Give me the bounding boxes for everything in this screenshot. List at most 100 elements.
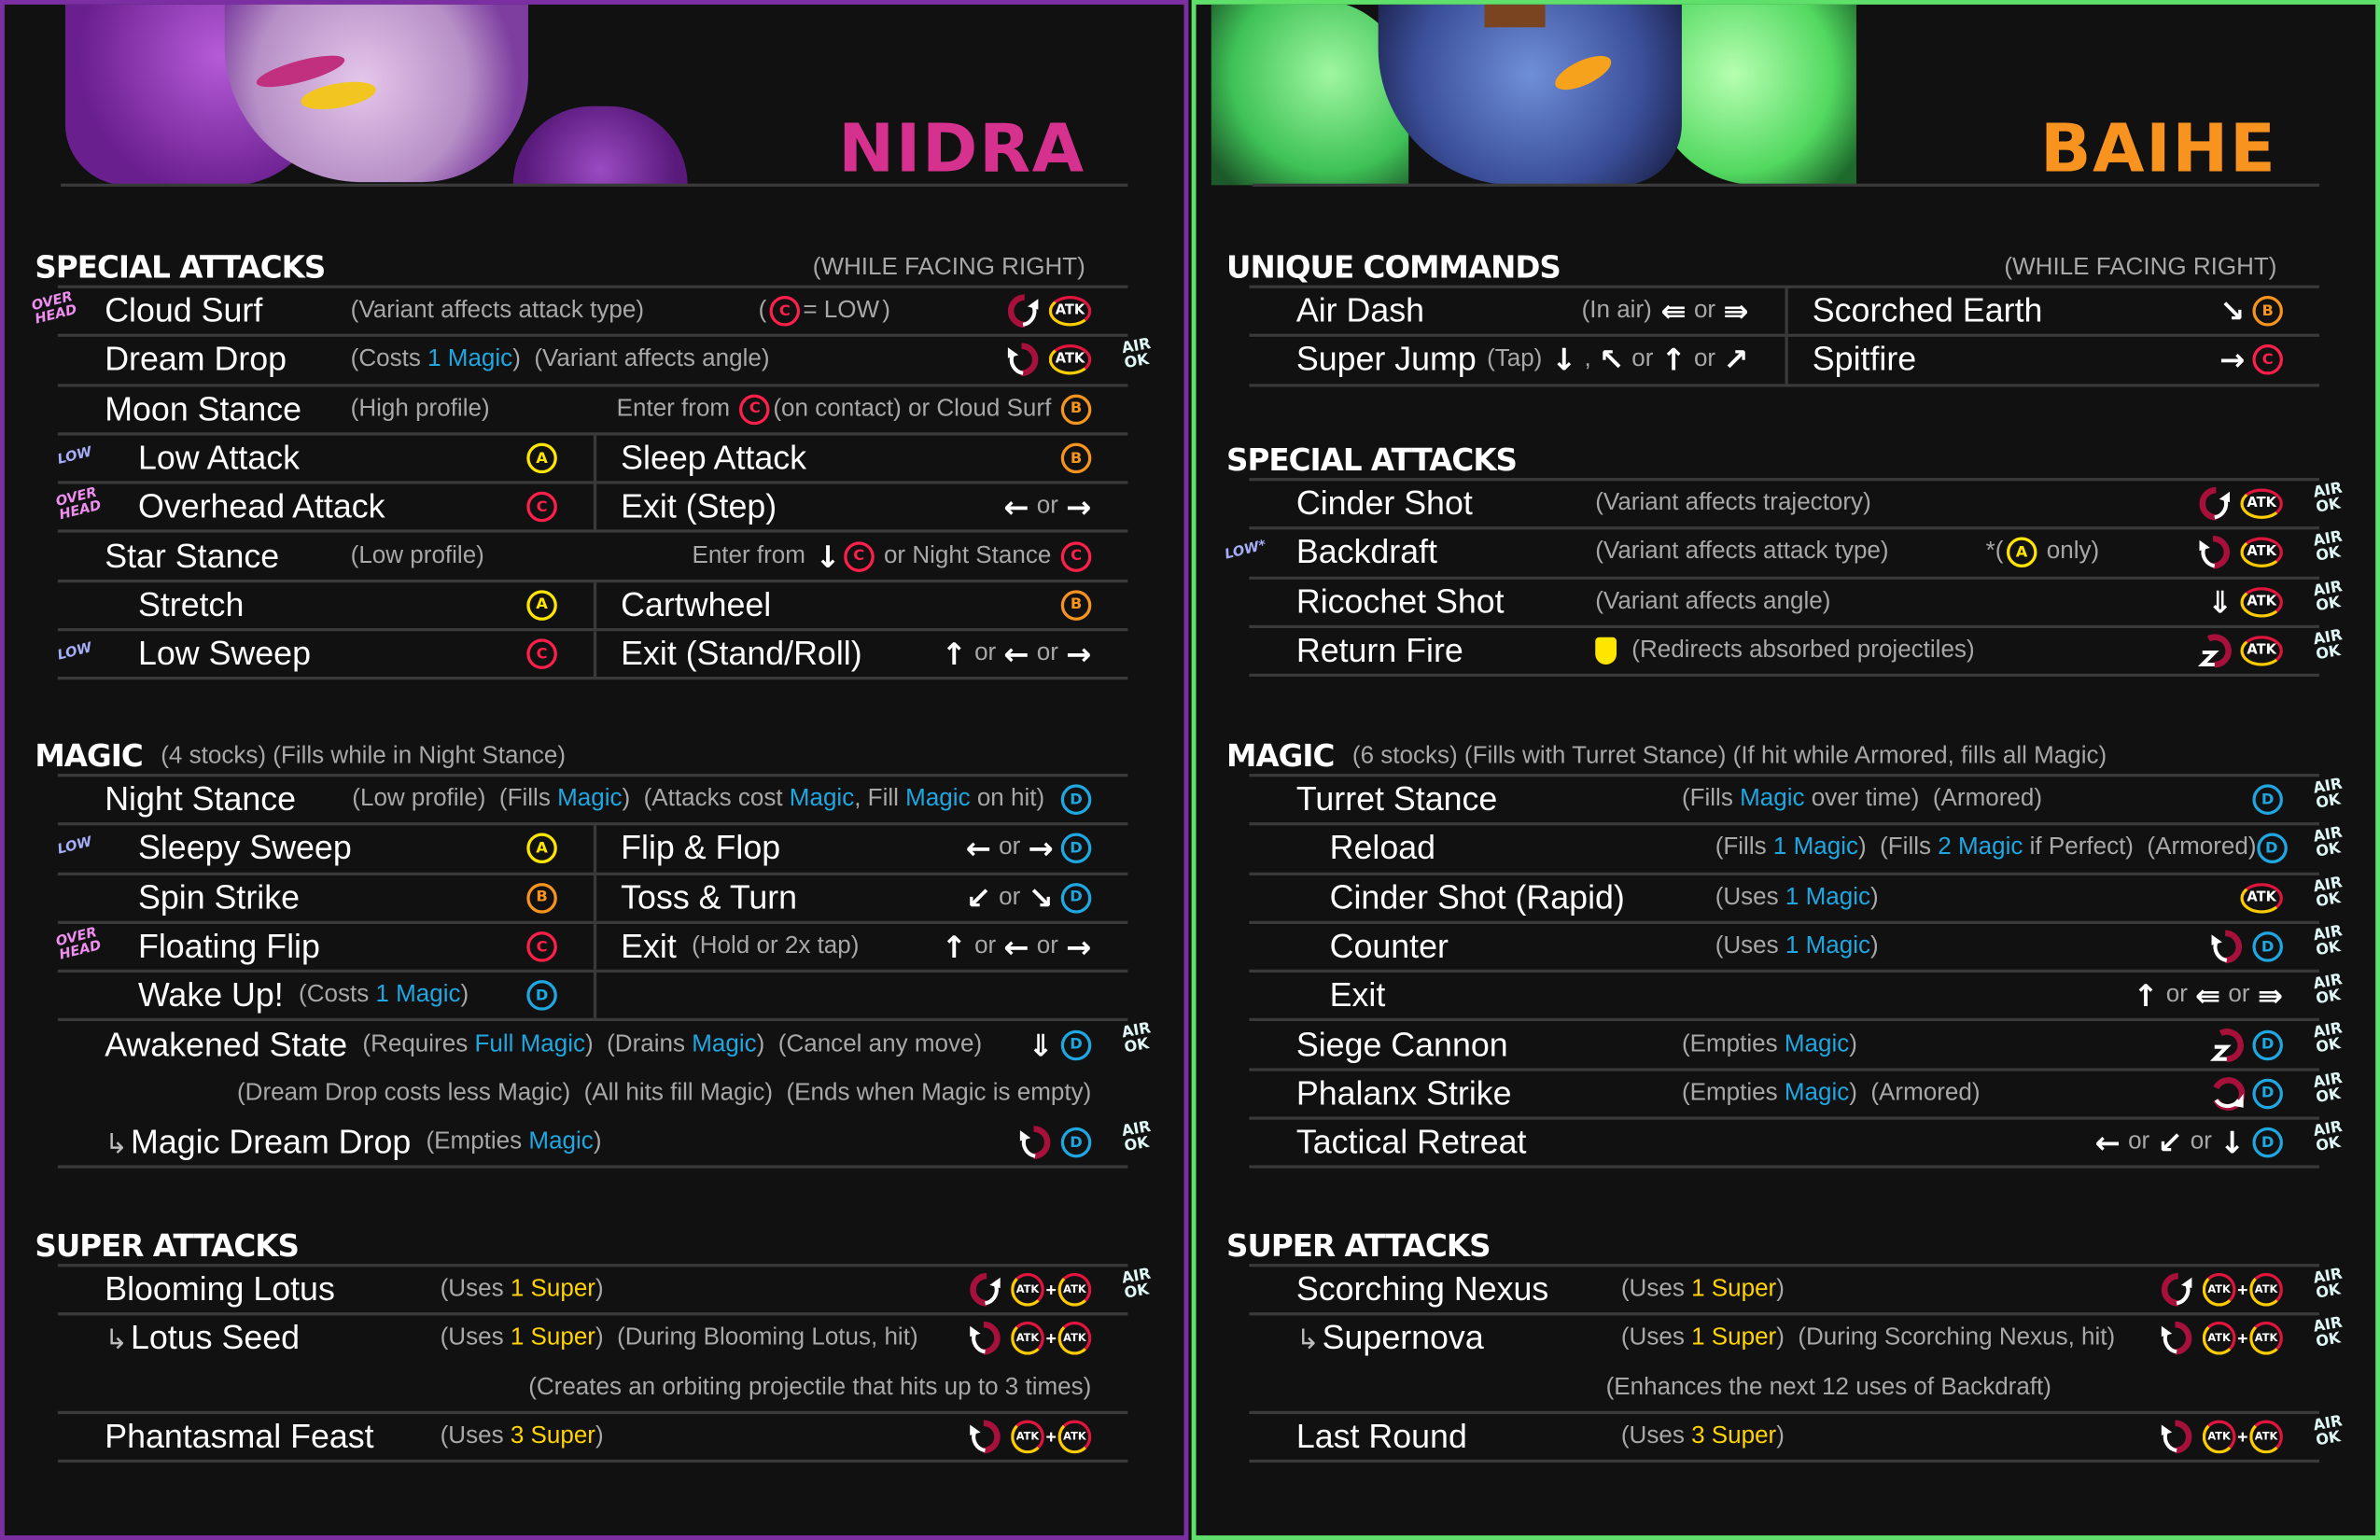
atk-icon: ATK <box>2240 488 2283 520</box>
move-row[interactable]: OVER HEAD Floating Flip C Exit (Hold or 2x t… <box>55 923 1128 973</box>
move-row[interactable]: Counter (Uses 1 Magic) D AIR OK <box>1249 923 2344 973</box>
move-cell-left[interactable]: Air Dash (In air) ⇚ or ⇛ <box>1249 287 1788 335</box>
move-row[interactable]: Scorching Nexus (Uses 1 Super) ATK + ATK AIR … <box>1249 1267 2344 1316</box>
description-segment: (Redirects absorbed projectiles) <box>1631 637 1975 664</box>
command-inputs: ATK <box>2196 535 2283 571</box>
character-name: NIDRA <box>838 110 1085 189</box>
quarter-circle-back-icon <box>1005 342 1042 378</box>
command-inputs: ATK <box>1005 342 1092 378</box>
move-name: Ricochet Shot <box>1296 582 1580 622</box>
move-row[interactable]: LOW* Backdraft (Variant affects attack typ… <box>1224 529 2344 580</box>
shield-icon <box>1595 637 1617 665</box>
input-text: or <box>2165 982 2188 1008</box>
move-row[interactable]: ↳ Magic Dream Drop (Empties Magic) D AIR OK <box>57 1119 1152 1169</box>
move-description: (Uses 3 Super) <box>1621 1423 1785 1450</box>
move-row[interactable]: LOW Low Sweep C Exit (Stand/Roll) ↑ or ← or → <box>56 631 1128 680</box>
move-row[interactable]: Cinder Shot (Rapid) (Uses 1 Magic) ATK AIR … <box>1249 875 2344 924</box>
description-segment: ) (Variant affects angle) <box>512 346 770 372</box>
move-name-text: Magic Dream Drop <box>131 1123 412 1161</box>
move-row[interactable]: Tactical Retreat ← or ↙ or ↓ D AIR OK <box>1249 1119 2344 1169</box>
move-row[interactable]: ↳ Supernova (Uses 1 Super) (During Scorchi… <box>1249 1315 2344 1365</box>
move-cell-right[interactable]: Exit (Stand/Roll) ↑ or ← or → <box>596 631 1127 677</box>
move-cell-left[interactable]: Wake Up! (Costs 1 Magic) D <box>58 973 597 1019</box>
quarter-circle-back-icon <box>2159 1321 2195 1357</box>
double-arrow-right-icon: ⇛ <box>1723 292 1749 329</box>
move-row[interactable]: Night Stance (Low profile) (Fills Magic) … <box>57 777 1128 826</box>
move-name-text: Exit (Stand/Roll) <box>621 634 862 673</box>
nidra-portrait <box>58 4 695 186</box>
move-cell-right[interactable]: Toss & Turn ↙ or ↘ D <box>596 875 1127 920</box>
move-cell-right[interactable]: Exit (Hold or 2x tap) ↑ or ← or → <box>596 924 1127 970</box>
double-arrow-left-icon: ⇚ <box>2195 977 2221 1015</box>
move-condition: Enter from ↓ C or Night Stance C <box>692 540 1092 572</box>
move-row[interactable]: Cinder Shot (Variant affects trajectory) A… <box>1249 481 2344 530</box>
arrow-up-right-icon: ↗ <box>1723 342 1749 379</box>
move-row[interactable]: Siege Cannon (Empties Magic) D AIR OK <box>1249 1021 2344 1071</box>
description-segment: ) <box>1776 1422 1785 1449</box>
move-row[interactable]: Turret Stance (Fills Magic over time) (Ar… <box>1249 776 2344 826</box>
description-segment: ) (Attacks cost <box>622 786 790 812</box>
move-row[interactable]: Dream Drop (Costs 1 Magic) (Variant affec… <box>57 337 1152 386</box>
move-cell-left[interactable]: OVER HEAD Floating Flip C <box>55 923 597 971</box>
move-name: Exit <box>1296 976 1701 1015</box>
move-row[interactable]: Return Fire (Redirects absorbed projectil… <box>1249 627 2344 678</box>
move-cell-left[interactable]: LOW Sleepy Sweep A <box>56 825 597 873</box>
move-row[interactable]: Air Dash (In air) ⇚ or ⇛ Scorched Earth ↘ B <box>1249 287 2319 338</box>
move-name: Cinder Shot <box>1296 484 1580 524</box>
move-cell-right[interactable]: Exit (Step) ← or → <box>596 484 1127 530</box>
move-row[interactable]: Moon Stance (High profile) Enter from C (on… <box>57 386 1128 436</box>
move-row[interactable]: OVER HEAD Overhead Attack C Exit (Step) ← or → <box>55 483 1128 534</box>
arrow-down-icon: ↓ <box>2219 1124 2246 1161</box>
move-name: Toss & Turn <box>621 878 797 917</box>
move-row[interactable]: Phantasmal Feast (Uses 3 Super) ATK + ATK <box>57 1414 1128 1463</box>
super-highlight: 1 Super <box>510 1324 595 1351</box>
move-row[interactable]: ↳ Lotus Seed (Uses 1 Super) (During Bloomi… <box>58 1316 1128 1365</box>
move-cell-right[interactable]: Flip & Flop ← or → D <box>596 826 1127 872</box>
move-cell-right[interactable] <box>596 973 1127 1018</box>
condition-text: ( <box>758 297 767 324</box>
move-row[interactable]: Super Jump (Tap) ↓, ↖ or ↑ or ↗ Spitfire → C <box>1249 337 2319 386</box>
move-cell-left[interactable]: Stretch A <box>58 581 597 629</box>
button-c-icon: C <box>843 540 875 572</box>
move-row[interactable]: Ricochet Shot (Variant affects angle) ⇓ ATK… <box>1249 579 2344 628</box>
description-segment: (Variant affects trajectory) <box>1595 490 1871 516</box>
move-name-text: Cloud Surf <box>105 291 263 329</box>
move-cell-left[interactable]: Super Jump (Tap) ↓, ↖ or ↑ or ↗ <box>1249 337 1788 384</box>
move-row[interactable]: OVER HEAD Cloud Surf (Variant affects atta… <box>31 288 1128 338</box>
move-row[interactable]: Last Round (Uses 3 Super) ATK + ATK AIR OK <box>1249 1413 2344 1463</box>
move-cell-left[interactable]: OVER HEAD Overhead Attack C <box>55 483 597 531</box>
condition-text: = LOW <box>803 297 880 324</box>
move-note-row: (Enhances the next 12 uses of Backdraft) <box>1249 1365 2319 1414</box>
move-row[interactable]: Phalanx Strike (Empties Magic) (Armored) D… <box>1249 1071 2344 1120</box>
move-cell-right[interactable]: Sleep Attack B <box>596 435 1127 481</box>
magic-highlight: Magic <box>905 786 971 812</box>
atk-icon: ATK <box>2240 882 2283 914</box>
move-row[interactable]: Star Stance (Low profile) Enter from ↓ C or… <box>57 533 1128 582</box>
arrow-right-icon: → <box>1066 488 1092 525</box>
move-cell-right[interactable]: Spitfire → C <box>1788 337 2319 383</box>
move-cell-right[interactable]: Cartwheel B <box>596 582 1127 628</box>
move-row[interactable]: LOW Low Attack A Sleep Attack B <box>56 435 1128 484</box>
move-row[interactable]: Exit ↑ or ⇚ or ⇛ AIR OK <box>1249 973 2344 1022</box>
move-row[interactable]: Awakened State (Requires Full Magic) (Dra… <box>58 1021 1152 1071</box>
move-row[interactable]: Wake Up! (Costs 1 Magic) D <box>57 973 1128 1022</box>
arrow-down-left-icon: ↙ <box>2157 1124 2183 1161</box>
button-d-icon: D <box>1060 882 1092 914</box>
move-row[interactable]: Blooming Lotus (Uses 1 Super) ATK + ATK AIR O… <box>57 1267 1152 1316</box>
super-highlight: 3 Super <box>510 1422 595 1449</box>
description-segment: (Requires <box>362 1030 475 1057</box>
move-row[interactable]: LOW Sleepy Sweep A Flip & Flop ← or → D <box>56 825 1128 875</box>
move-cell-left[interactable]: Spin Strike B <box>58 875 597 921</box>
section-title: MAGIC <box>35 737 143 775</box>
description-segment: (Uses <box>1620 1324 1692 1351</box>
move-cell-left[interactable]: LOW Low Attack A <box>56 435 597 482</box>
move-name: Spin Strike <box>138 878 300 917</box>
move-row[interactable]: Spin Strike B Toss & Turn ↙ or ↘ D <box>57 875 1128 924</box>
atk-plus-atk-icon: ATK + ATK <box>2202 1322 2283 1356</box>
full-circle-icon <box>2208 1075 2246 1112</box>
move-cell-left[interactable]: LOW Low Sweep C <box>56 631 597 678</box>
move-name: Backdraft <box>1296 533 1580 572</box>
move-row[interactable]: Reload (Fills 1 Magic) (Fills 2 Magic if … <box>1249 825 2344 875</box>
move-cell-right[interactable]: Scorched Earth ↘ B <box>1788 288 2319 334</box>
move-row[interactable]: Stretch A Cartwheel B <box>57 581 1128 632</box>
